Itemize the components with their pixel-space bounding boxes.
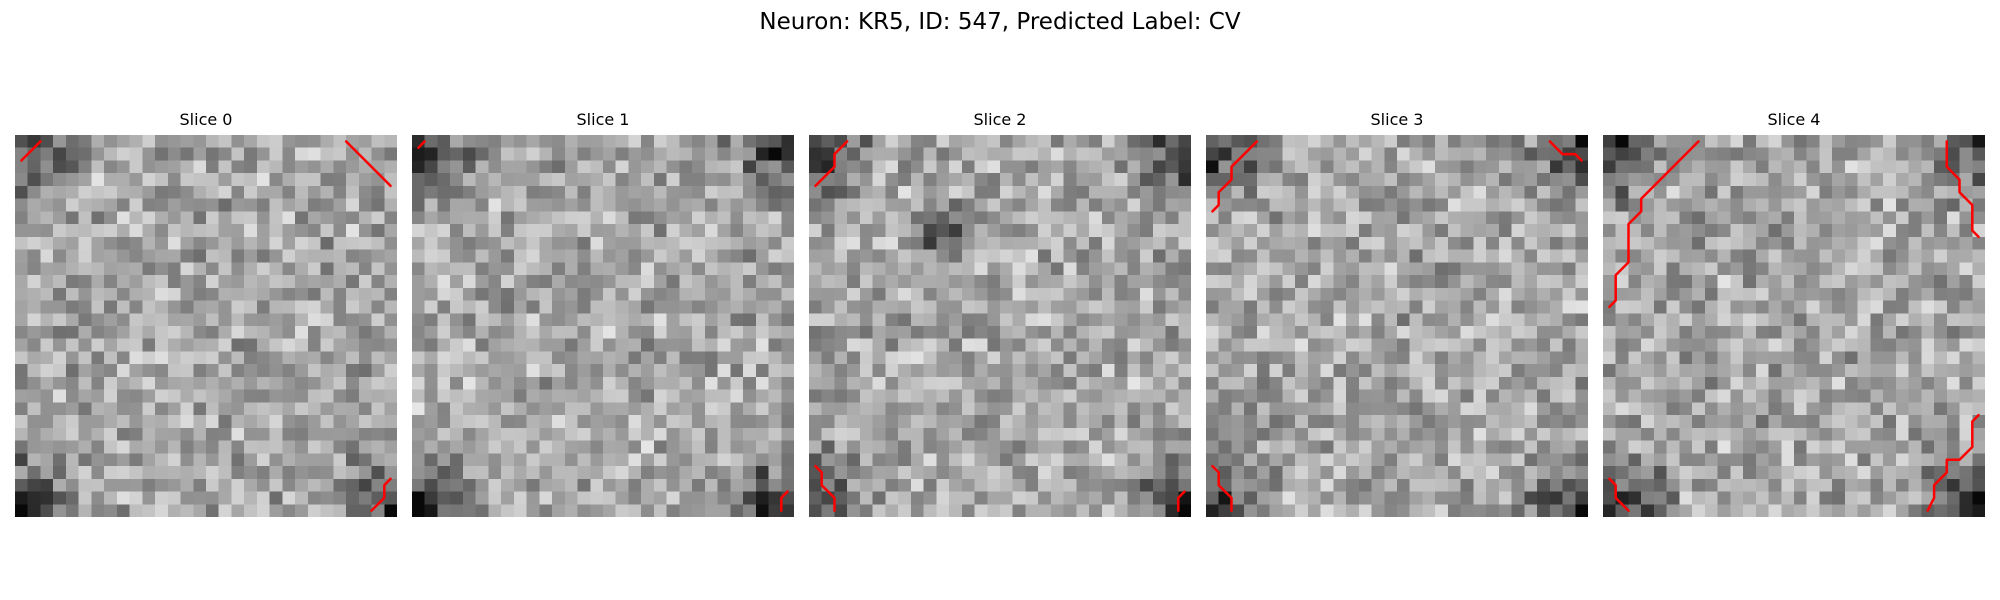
contour-line [814, 464, 836, 512]
contour-overlay [417, 140, 789, 512]
grayscale-heatmap [809, 135, 1191, 517]
contour-overlay [814, 140, 1186, 512]
grayscale-heatmap [1206, 135, 1588, 517]
slice-image [412, 135, 794, 517]
slice-image [1603, 135, 1985, 517]
slice-title: Slice 2 [973, 110, 1027, 129]
slice-image [15, 135, 397, 517]
contour-line [1608, 140, 1700, 309]
slice-image [1206, 135, 1588, 517]
contour-overlay [1608, 140, 1980, 512]
slice-title: Slice 4 [1767, 110, 1821, 129]
contour-line [1945, 140, 1980, 239]
slice-title: Slice 1 [576, 110, 630, 129]
contour-line [780, 490, 789, 512]
contour-line [1177, 490, 1186, 512]
contour-line [344, 140, 392, 188]
slice-image [809, 135, 1191, 517]
figure-title: Neuron: KR5, ID: 547, Predicted Label: C… [759, 9, 1241, 35]
contour-line [370, 477, 392, 512]
slice-title: Slice 0 [179, 110, 233, 129]
grayscale-heatmap [412, 135, 794, 517]
contour-overlay [20, 140, 392, 512]
contour-line [1211, 140, 1259, 213]
contour-line [1548, 140, 1583, 162]
grayscale-heatmap [1603, 135, 1985, 517]
contour-line [20, 140, 42, 162]
slice-title: Slice 3 [1370, 110, 1424, 129]
contour-line [1926, 413, 1980, 512]
grayscale-heatmap [15, 135, 397, 517]
contour-line [1608, 477, 1630, 512]
contour-line [1211, 464, 1233, 512]
contour-line [814, 140, 849, 188]
contour-line [417, 140, 426, 149]
contour-overlay [1211, 140, 1583, 512]
